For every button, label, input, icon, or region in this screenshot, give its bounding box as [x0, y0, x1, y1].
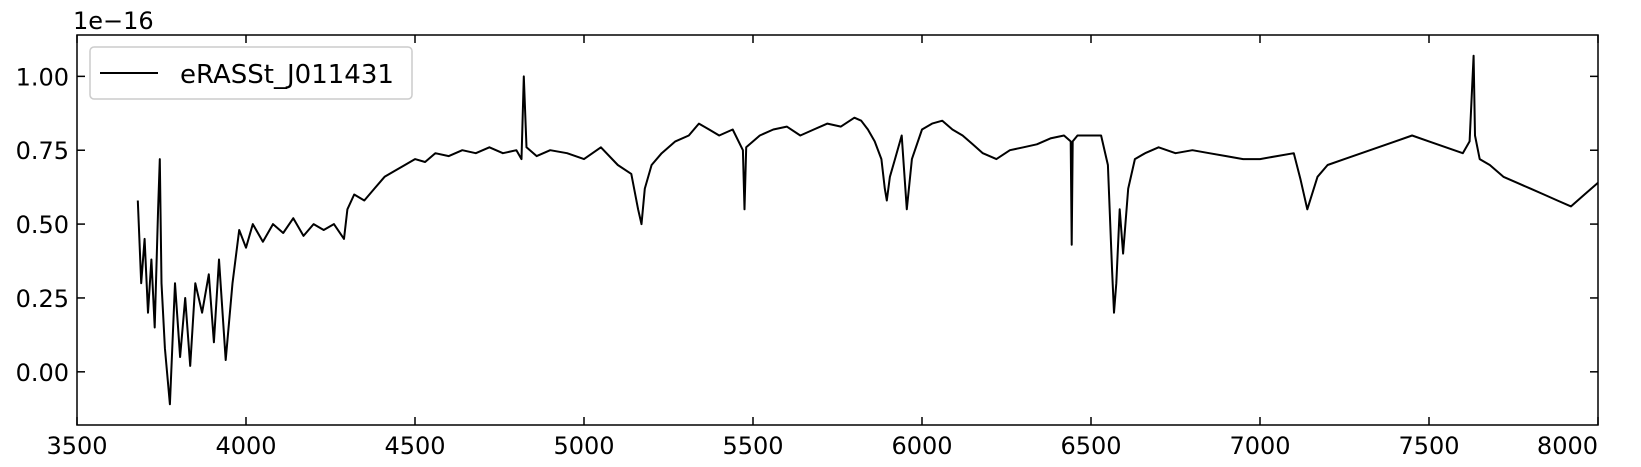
- x-tick-label: 8000: [1537, 432, 1598, 460]
- y-tick-label: 0.50: [16, 211, 69, 239]
- x-tick-label: 5500: [722, 432, 783, 460]
- x-tick-label: 7500: [1398, 432, 1459, 460]
- y-tick-label: 1.00: [16, 63, 69, 91]
- series-layer: [136, 54, 1599, 406]
- legend-box: [89, 46, 413, 100]
- y-tick-label: 0.00: [16, 359, 69, 387]
- legend-label: eRASSt_J011431: [180, 60, 394, 90]
- y-tick-label: 0.75: [16, 137, 69, 165]
- ticks-layer: 3500 4000 4500 5000 5500 6000 6500 7000 7500 8000…: [16, 35, 1599, 460]
- y-offset-label: 1e−16: [73, 7, 154, 35]
- legend: eRASSt_J011431: [89, 46, 413, 100]
- x-tick-label: 4500: [384, 432, 445, 460]
- series-line-0: [136, 54, 1599, 406]
- x-tick-label: 6000: [891, 432, 952, 460]
- x-tick-label: 4000: [215, 432, 276, 460]
- y-tick-label: 0.25: [16, 285, 69, 313]
- x-tick-label: 7000: [1229, 432, 1290, 460]
- plot-frame: [76, 34, 1599, 426]
- x-tick-label: 3500: [46, 432, 107, 460]
- x-tick-label: 5000: [553, 432, 614, 460]
- x-tick-label: 6500: [1060, 432, 1121, 460]
